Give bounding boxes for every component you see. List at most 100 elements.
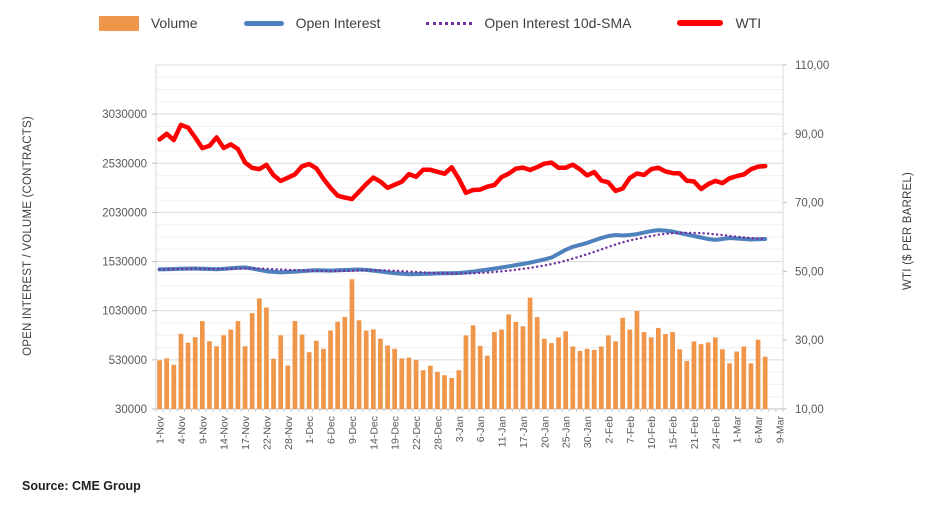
volume-bar bbox=[278, 335, 284, 409]
volume-bar bbox=[192, 337, 198, 409]
legend-item-wti: WTI bbox=[677, 15, 761, 31]
volume-bar bbox=[328, 330, 333, 409]
volume-bar bbox=[470, 325, 476, 409]
volume-bar bbox=[256, 298, 262, 409]
volume-bar bbox=[342, 316, 348, 409]
left-tick-label: 2030000 bbox=[102, 207, 147, 219]
x-tick-label: 4-Nov bbox=[176, 415, 188, 444]
volume-bar bbox=[363, 330, 369, 409]
volume-bar bbox=[449, 377, 455, 409]
volume-bar bbox=[264, 307, 269, 409]
x-tick-label: 9-Nov bbox=[197, 415, 209, 444]
wti-line bbox=[157, 122, 768, 202]
volume-bar bbox=[349, 279, 355, 409]
x-tick-label: 22-Dec bbox=[411, 416, 423, 450]
x-tick-label: 15-Feb bbox=[668, 416, 680, 449]
x-tick-label: 2-Feb bbox=[603, 416, 615, 444]
volume-bar bbox=[420, 370, 426, 409]
legend-label: Open Interest bbox=[295, 15, 381, 31]
x-tick-label: 11-Jan bbox=[497, 416, 509, 447]
volume-bar bbox=[712, 337, 718, 409]
volume-bar bbox=[499, 329, 504, 409]
legend-label: Volume bbox=[150, 15, 198, 31]
volume-bar bbox=[435, 371, 440, 409]
x-tick-label: 20-Jan bbox=[539, 416, 551, 448]
volume-bar bbox=[392, 348, 398, 409]
open-interest-line bbox=[157, 228, 768, 277]
volume-bar bbox=[427, 365, 433, 409]
volume-bar bbox=[335, 321, 341, 409]
volume-bar bbox=[306, 352, 312, 409]
volume-bar bbox=[748, 363, 754, 409]
x-tick-label: 1-Dec bbox=[304, 416, 316, 444]
volume-bar bbox=[663, 334, 668, 409]
volume-bar bbox=[755, 339, 761, 409]
volume-bar bbox=[356, 320, 362, 409]
volume-bar bbox=[221, 335, 227, 409]
legend-item-volume: Volume bbox=[98, 15, 198, 31]
volume-bars bbox=[157, 279, 768, 409]
x-tick-label: 1-Nov bbox=[155, 415, 167, 444]
volume-bar bbox=[321, 348, 326, 409]
left-tick-label: 30000 bbox=[115, 404, 147, 416]
axis-tick-marks bbox=[152, 64, 787, 412]
volume-bar bbox=[299, 334, 305, 409]
source-note: Source: CME Group bbox=[22, 479, 141, 493]
volume-bar bbox=[741, 346, 747, 409]
legend-swatch-thick-icon bbox=[677, 20, 724, 26]
volume-bar bbox=[285, 365, 291, 409]
volume-bar bbox=[705, 342, 711, 409]
x-tick-label: 14-Nov bbox=[219, 415, 231, 450]
right-tick-label: 110,00 bbox=[795, 60, 829, 72]
right-tick-label: 90,00 bbox=[795, 129, 824, 141]
volume-bar bbox=[520, 326, 526, 409]
volume-bar bbox=[214, 346, 219, 409]
x-tick-label: 14-Dec bbox=[368, 416, 380, 450]
volume-bar bbox=[556, 337, 561, 409]
volume-bar bbox=[641, 332, 647, 409]
volume-bar bbox=[634, 311, 640, 409]
volume-bar bbox=[292, 321, 298, 409]
x-tick-label: 9-Mar bbox=[774, 415, 786, 443]
volume-bar bbox=[677, 349, 683, 409]
volume-bar bbox=[406, 357, 412, 409]
volume-bar bbox=[584, 348, 590, 409]
volume-bar bbox=[506, 314, 512, 409]
volume-bar bbox=[242, 346, 248, 409]
chart-legend: Volume Open Interest Open Interest 10d-SMA… bbox=[0, 8, 860, 38]
left-axis-tick-labels: 30000 530000 1030000 1530000 2030000 2530000 3… bbox=[102, 109, 147, 416]
x-tick-label: 17-Nov bbox=[240, 415, 252, 450]
right-tick-label: 50,00 bbox=[795, 266, 824, 278]
volume-bar bbox=[527, 297, 533, 409]
volume-bar bbox=[442, 375, 447, 409]
x-tick-label: 19-Dec bbox=[390, 416, 402, 450]
left-tick-label: 3030000 bbox=[102, 109, 147, 121]
x-tick-label: 6-Mar bbox=[753, 415, 765, 443]
volume-bar bbox=[591, 349, 597, 409]
volume-bar bbox=[235, 321, 241, 409]
volume-bar bbox=[207, 341, 212, 409]
right-tick-label: 70,00 bbox=[795, 198, 824, 210]
x-tick-label: 6-Dec bbox=[326, 416, 338, 444]
volume-bar bbox=[684, 361, 690, 409]
volume-bar bbox=[513, 321, 519, 409]
legend-item-open-interest-10d-sma: Open Interest 10d-SMA bbox=[426, 15, 631, 31]
x-axis-tick-labels: 1-Nov 4-Nov 9-Nov 14-Nov 17-Nov 22-Nov 28-Nov 1… bbox=[155, 415, 787, 450]
volume-bar bbox=[549, 343, 554, 409]
volume-bar bbox=[477, 345, 483, 409]
volume-bar bbox=[313, 340, 319, 409]
volume-bar bbox=[698, 344, 704, 409]
x-tick-label: 24-Feb bbox=[710, 416, 722, 449]
x-tick-label: 6-Jan bbox=[475, 416, 487, 442]
right-tick-label: 10,00 bbox=[795, 404, 824, 416]
x-tick-label: 3-Jan bbox=[454, 416, 466, 442]
left-tick-label: 2530000 bbox=[102, 158, 147, 170]
volume-bar bbox=[598, 346, 604, 409]
x-tick-label: 10-Feb bbox=[646, 416, 658, 449]
volume-bar bbox=[670, 332, 675, 409]
volume-bar bbox=[492, 332, 497, 409]
right-axis-tick-labels: 10,00 30,00 50,00 70,00 90,00 110,00 bbox=[795, 60, 829, 416]
volume-bar bbox=[185, 342, 191, 409]
